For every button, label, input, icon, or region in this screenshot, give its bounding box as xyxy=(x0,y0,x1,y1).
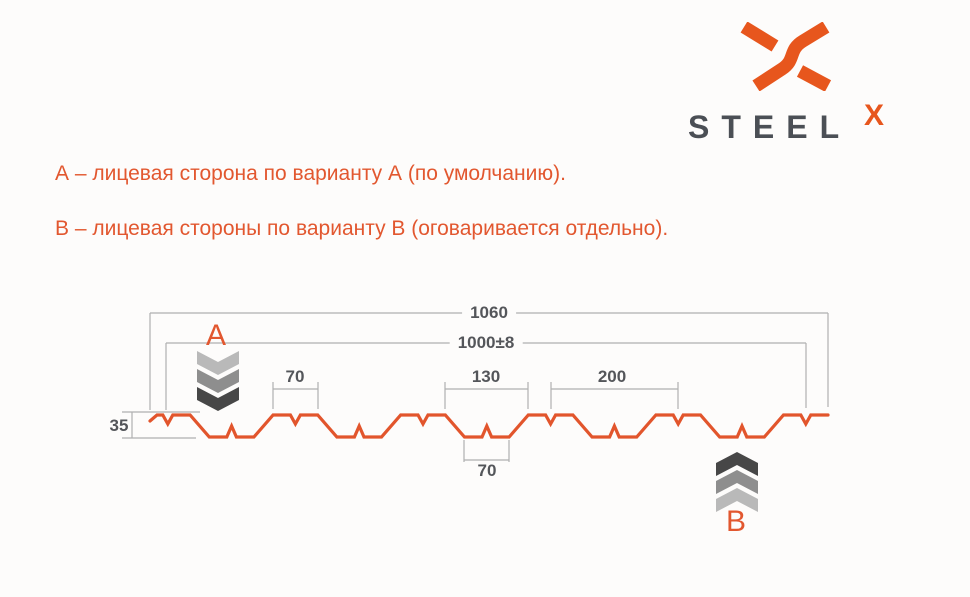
dim-cover-width: 1000±8 xyxy=(449,334,523,352)
brand-name: STEEL xyxy=(688,109,852,145)
dim-height: 35 xyxy=(109,416,129,435)
variant-a-chevrons-icon xyxy=(197,351,239,411)
dim-overall-width: 1060 xyxy=(462,304,516,322)
sheet-profile-outline xyxy=(148,413,830,439)
dim-bottom-flat: 70 xyxy=(477,461,497,480)
variant-b-chevrons-icon xyxy=(716,452,758,512)
dim-rib-width: 130 xyxy=(471,367,501,386)
variant-b-label: В xyxy=(726,505,747,538)
dim-pitch: 200 xyxy=(597,367,627,386)
steelx-logo-icon xyxy=(740,22,832,91)
variant-a-label: А xyxy=(206,319,227,352)
note-variant-a: А – лицевая сторона по варианту А (по ум… xyxy=(55,162,566,185)
brand-x-mark: X xyxy=(864,99,885,132)
note-variant-b: В – лицевая стороны по варианту В (огова… xyxy=(55,217,669,240)
dim-top-flat: 70 xyxy=(285,367,305,386)
